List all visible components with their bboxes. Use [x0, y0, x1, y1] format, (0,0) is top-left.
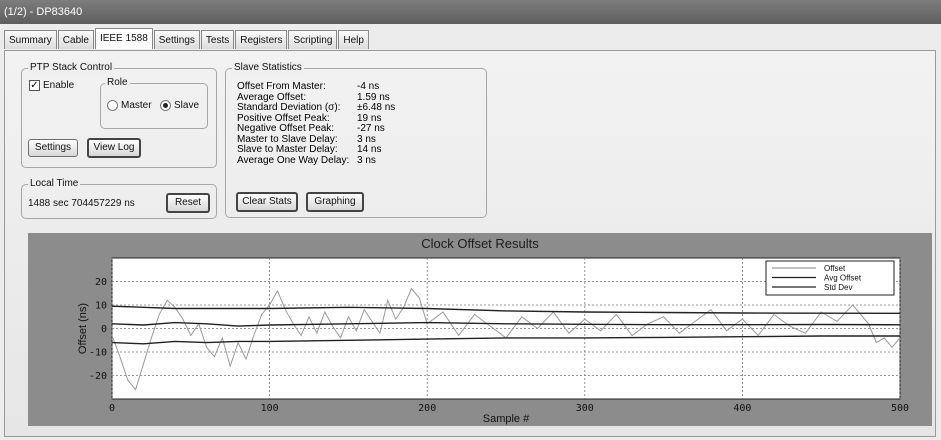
local-time-group: Local Time 1488 sec 704457229 ns Reset	[21, 178, 217, 219]
tab-tests[interactable]: Tests	[200, 30, 235, 49]
clear-stats-button[interactable]: Clear Stats	[236, 192, 298, 212]
x-tick-label: 300	[576, 403, 594, 414]
master-radio[interactable]	[107, 100, 118, 111]
statistic-label: Negative Offset Peak:	[237, 123, 335, 134]
statistic-value: -27 ns	[357, 123, 385, 134]
statistic-value: ±6.48 ns	[357, 102, 396, 113]
master-label: Master	[121, 100, 152, 111]
slave-label: Slave	[174, 100, 200, 111]
role-group: Role Master Slave	[100, 77, 208, 129]
series-line-avg-offset	[111, 321, 901, 327]
enable-checkbox[interactable]: ✓	[29, 80, 40, 91]
tab-bar: Summary Cable IEEE 1588 Settings Tests Regist…	[4, 28, 370, 50]
x-tick-label: 200	[418, 403, 436, 414]
x-axis-label: Sample #	[483, 413, 530, 425]
local-time-value: 1488 sec 704457229 ns	[28, 198, 135, 209]
tab-summary[interactable]: Summary	[4, 30, 57, 49]
y-tick-label: -20	[89, 371, 107, 382]
series-line-offset	[111, 287, 901, 391]
statistic-label: Standard Deviation (σ):	[237, 102, 341, 113]
x-tick-label: 500	[891, 403, 909, 414]
enable-label: Enable	[43, 80, 75, 91]
tab-ieee-1588[interactable]: IEEE 1588	[94, 28, 153, 49]
slave-radio[interactable]	[160, 100, 171, 111]
y-tick-label: -10	[89, 348, 107, 359]
tab-settings[interactable]: Settings	[153, 30, 200, 49]
settings-button[interactable]: Settings	[28, 139, 78, 157]
legend-entry: Std Dev	[824, 283, 852, 292]
local-time-legend: Local Time	[28, 178, 81, 189]
series-line-std-dev	[111, 305, 901, 315]
statistic-label: Slave to Master Delay:	[237, 144, 338, 155]
y-tick-label: 0	[101, 324, 107, 335]
tab-help[interactable]: Help	[338, 30, 369, 49]
y-axis-label: Offset (ns)	[77, 303, 89, 354]
tab-scripting[interactable]: Scripting	[288, 30, 338, 49]
statistics-list: Offset From Master: -4 ns Average Offset: 1…	[237, 82, 477, 182]
statistic-value: 1.59 ns	[357, 91, 390, 103]
reset-button[interactable]: Reset	[166, 193, 210, 213]
x-tick-label: 400	[733, 403, 751, 414]
graphing-button[interactable]: Graphing	[306, 192, 364, 212]
role-legend: Role	[105, 77, 130, 88]
tab-cable[interactable]: Cable	[57, 30, 94, 49]
y-tick-label: 20	[95, 277, 107, 288]
statistic-label: Master to Slave Delay:	[237, 133, 338, 145]
tab-registers[interactable]: Registers	[235, 30, 288, 49]
series-line-lower-band	[111, 335, 900, 345]
clock-offset-chart-panel: Clock Offset Results 0 100 200 300 400 500 20 1…	[28, 233, 932, 426]
statistic-value: -4 ns	[357, 81, 380, 92]
statistic-value: 3 ns	[357, 133, 376, 145]
slave-statistics-group: Slave Statistics Offset From Master: -4 n…	[225, 62, 487, 218]
legend-entry: Offset	[824, 264, 846, 273]
legend-entry: Avg Offset	[824, 274, 862, 283]
statistic-label: Positive Offset Peak:	[237, 112, 330, 124]
statistic-label: Average One Way Delay:	[237, 154, 350, 166]
statistic-label: Average Offset:	[237, 91, 307, 103]
ptp-stack-control-group: PTP Stack Control ✓ Enable Role Master S…	[21, 62, 217, 168]
y-tick-label: 10	[95, 301, 107, 312]
statistic-label: Offset From Master:	[237, 81, 326, 92]
chart-title: Clock Offset Results	[421, 236, 539, 251]
slave-statistics-legend: Slave Statistics	[232, 62, 304, 73]
view-log-button[interactable]: View Log	[87, 138, 141, 158]
statistic-value: 19 ns	[357, 112, 382, 124]
statistic-value: 3 ns	[357, 154, 376, 166]
ptp-stack-control-legend: PTP Stack Control	[28, 62, 115, 73]
window-title: (1/2) - DP83640	[0, 0, 941, 24]
x-tick-label: 0	[109, 403, 115, 414]
x-tick-label: 100	[261, 403, 279, 414]
statistic-value: 14 ns	[357, 144, 382, 155]
